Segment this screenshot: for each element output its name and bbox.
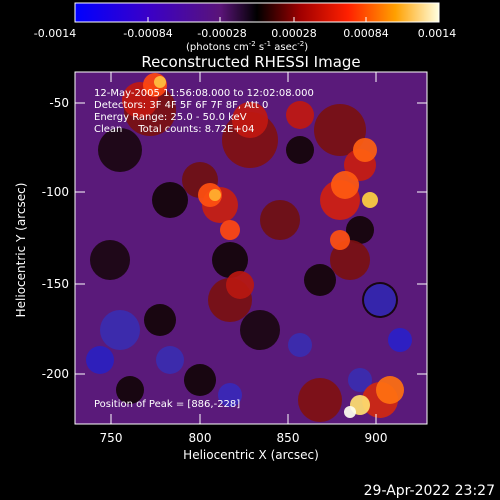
x-tick-label: 900 [365,431,388,445]
colorbar-ticks [74,17,440,22]
annotation-energy: Energy Range: 25.0 - 50.0 keV [94,112,247,123]
x-tick-label: 850 [277,431,300,445]
x-tick-label: 800 [189,431,212,445]
y-axis-ticks [75,102,427,375]
colorbar-units: (photons cm-2 s-1 asec-2) [186,40,308,53]
x-axis-label: Heliocentric X (arcsec) [183,448,319,462]
y-axis-label: Heliocentric Y (arcsec) [14,183,28,318]
image-frame [74,71,428,425]
colorbar-tick-label: -0.00084 [123,27,172,40]
plot-title: Reconstructed RHESSI Image [141,53,360,71]
colorbar-tick-label: 0.00028 [271,27,317,40]
y-tick-label: -150 [42,277,69,291]
colorbar-tick-label: 0.00084 [343,27,389,40]
annotation-detectors: Detectors: 3F 4F 5F 6F 7F 8F, Att 0 [94,100,268,111]
x-axis-ticks [110,72,377,424]
y-tick-label: -200 [42,367,69,381]
colorbar-tick-label: -0.0014 [34,27,76,40]
y-tick-label: -100 [42,185,69,199]
colorbar [74,2,440,23]
colorbar-tick-label: -0.00028 [197,27,246,40]
colorbar-tick-label: 0.0014 [418,27,457,40]
annotation-time: 12-May-2005 11:56:08.000 to 12:02:08.000 [94,88,314,99]
peak-position: Position of Peak = [886,-228] [94,399,240,410]
x-tick-label: 750 [100,431,123,445]
y-tick-label: -50 [49,96,69,110]
annotation-counts: Clean Total counts: 8.72E+04 [94,124,254,135]
timestamp: 29-Apr-2022 23:27 [364,483,495,499]
hxr-image [75,72,427,424]
